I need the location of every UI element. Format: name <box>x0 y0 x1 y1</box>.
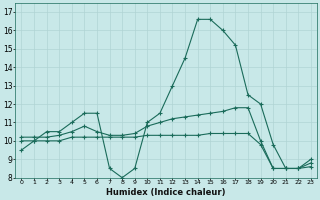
X-axis label: Humidex (Indice chaleur): Humidex (Indice chaleur) <box>107 188 226 197</box>
